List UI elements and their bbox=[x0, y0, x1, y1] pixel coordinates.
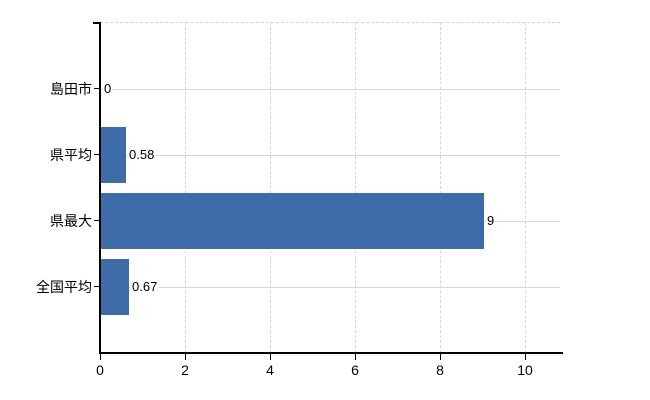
bar-value-label: 0.58 bbox=[128, 147, 156, 163]
bar-value-label: 0 bbox=[103, 81, 113, 97]
x-axis-tick-label: 4 bbox=[266, 362, 274, 378]
y-axis-tick bbox=[94, 220, 100, 221]
bar bbox=[101, 127, 126, 183]
x-axis-tick-label: 6 bbox=[351, 362, 359, 378]
gridline-vertical bbox=[270, 22, 271, 353]
x-axis-tick-label: 2 bbox=[181, 362, 189, 378]
plot-top-border bbox=[100, 22, 560, 23]
x-axis-tick-label: 10 bbox=[517, 362, 533, 378]
x-axis-tick bbox=[355, 354, 356, 360]
x-axis-tick bbox=[185, 354, 186, 360]
y-axis-tick bbox=[94, 286, 100, 287]
x-axis-tick-label: 0 bbox=[96, 362, 104, 378]
y-axis-line bbox=[99, 22, 101, 353]
gridline-horizontal bbox=[100, 287, 560, 288]
gridline-vertical bbox=[185, 22, 186, 353]
bar bbox=[101, 259, 129, 315]
y-axis-top-tick bbox=[93, 22, 100, 24]
x-axis-tick bbox=[525, 354, 526, 360]
category-label: 島田市 bbox=[50, 81, 92, 97]
x-axis-tick bbox=[440, 354, 441, 360]
bar bbox=[101, 193, 484, 249]
x-axis-tick-label: 8 bbox=[436, 362, 444, 378]
gridline-horizontal bbox=[100, 89, 560, 90]
gridline-vertical bbox=[440, 22, 441, 353]
x-axis-line bbox=[99, 352, 563, 354]
category-label: 県平均 bbox=[50, 147, 92, 163]
category-label: 全国平均 bbox=[36, 279, 92, 295]
gridline-vertical bbox=[355, 22, 356, 353]
gridline-vertical bbox=[525, 22, 526, 353]
category-label: 県最大 bbox=[50, 213, 92, 229]
x-axis-tick bbox=[270, 354, 271, 360]
x-axis-tick bbox=[100, 354, 101, 360]
bar-value-label: 0.67 bbox=[131, 279, 159, 295]
bar-value-label: 9 bbox=[486, 213, 496, 229]
gridline-horizontal bbox=[100, 155, 560, 156]
y-axis-tick bbox=[94, 154, 100, 155]
y-axis-tick bbox=[94, 88, 100, 89]
